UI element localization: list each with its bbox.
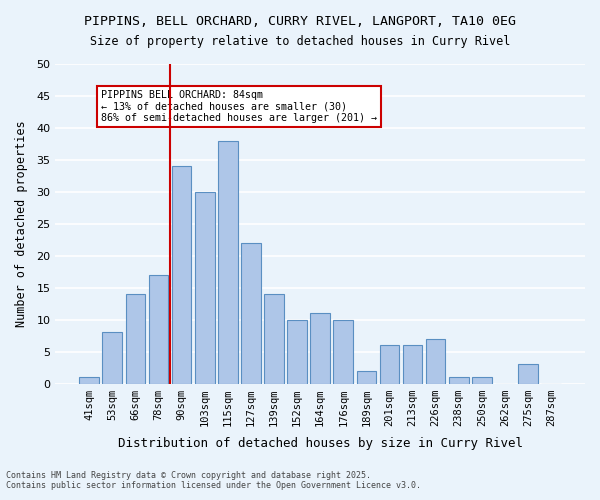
Bar bbox=[449, 377, 469, 384]
Bar bbox=[426, 339, 445, 384]
Bar bbox=[380, 345, 399, 384]
Text: PIPPINS, BELL ORCHARD, CURRY RIVEL, LANGPORT, TA10 0EG: PIPPINS, BELL ORCHARD, CURRY RIVEL, LANG… bbox=[84, 15, 516, 28]
Bar bbox=[149, 275, 169, 384]
X-axis label: Distribution of detached houses by size in Curry Rivel: Distribution of detached houses by size … bbox=[118, 437, 523, 450]
Bar bbox=[356, 370, 376, 384]
Bar bbox=[79, 377, 99, 384]
Text: Size of property relative to detached houses in Curry Rivel: Size of property relative to detached ho… bbox=[90, 35, 510, 48]
Bar bbox=[241, 243, 260, 384]
Text: PIPPINS BELL ORCHARD: 84sqm
← 13% of detached houses are smaller (30)
86% of sem: PIPPINS BELL ORCHARD: 84sqm ← 13% of det… bbox=[101, 90, 377, 123]
Bar bbox=[334, 320, 353, 384]
Bar bbox=[403, 345, 422, 384]
Bar bbox=[472, 377, 491, 384]
Y-axis label: Number of detached properties: Number of detached properties bbox=[15, 120, 28, 327]
Bar bbox=[125, 294, 145, 384]
Bar bbox=[518, 364, 538, 384]
Bar bbox=[310, 313, 330, 384]
Bar bbox=[172, 166, 191, 384]
Bar bbox=[103, 332, 122, 384]
Bar bbox=[287, 320, 307, 384]
Text: Contains HM Land Registry data © Crown copyright and database right 2025.
Contai: Contains HM Land Registry data © Crown c… bbox=[6, 470, 421, 490]
Bar bbox=[218, 140, 238, 384]
Bar bbox=[264, 294, 284, 384]
Bar bbox=[195, 192, 215, 384]
